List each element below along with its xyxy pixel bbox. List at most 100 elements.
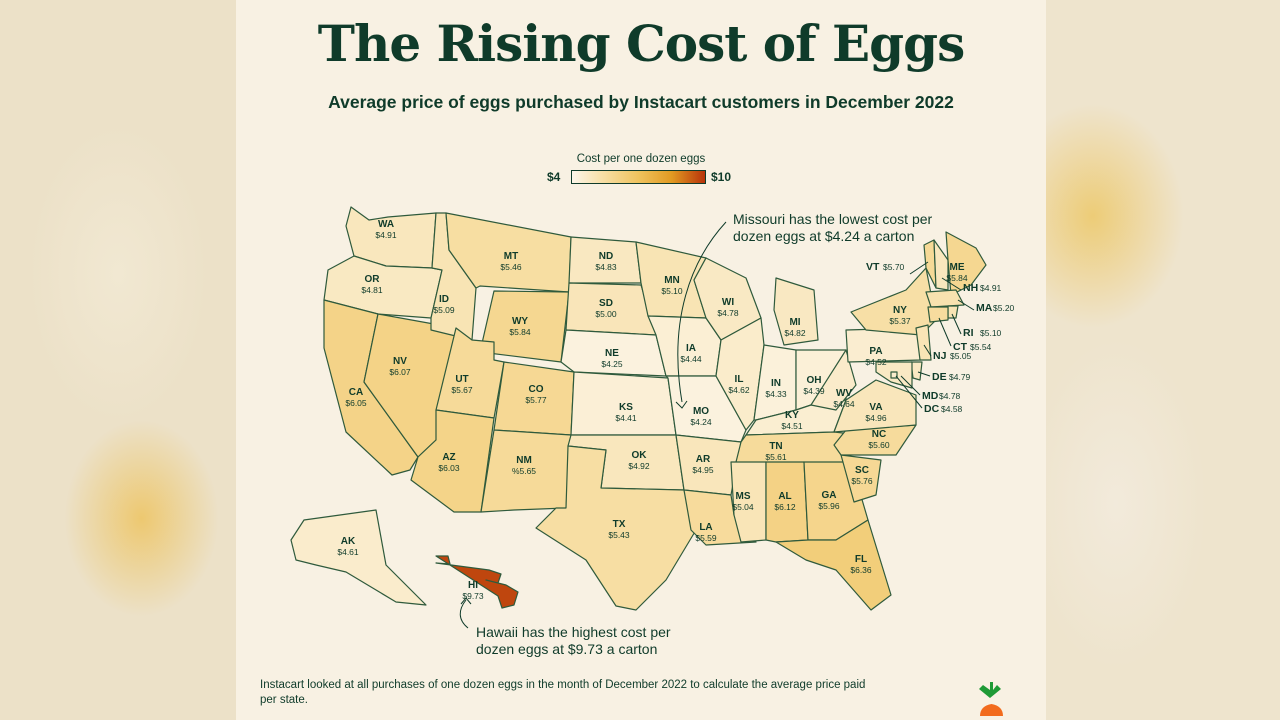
state-price-nm: %5.65 [512, 466, 536, 476]
leader-line-ma [957, 299, 975, 311]
state-abbr-mi: MI [789, 317, 800, 328]
state-abbr-ut: UT [455, 374, 468, 385]
leader-line-md [900, 375, 921, 396]
state-price-fl: $6.36 [850, 565, 872, 575]
state-abbr-ne: NE [605, 348, 619, 359]
page-title: The Rising Cost of Eggs [317, 14, 965, 73]
state-abbr-az: AZ [442, 452, 455, 463]
state-price-ar: $4.95 [692, 465, 714, 475]
state-abbr-mo: MO [693, 406, 709, 417]
state-abbr-ga: GA [822, 490, 837, 501]
state-shape-sc [840, 454, 882, 503]
state-shape-me [945, 231, 987, 296]
state-price-sc: $5.76 [851, 476, 873, 486]
state-price-co: $5.77 [525, 395, 547, 405]
state-shape-wv [810, 349, 857, 411]
arrowhead-missouri [675, 400, 688, 409]
state-abbr-tx: TX [613, 519, 626, 530]
leader-line-vt [909, 261, 929, 275]
state-abbr-ok: OK [632, 450, 648, 461]
leader-line-dc [895, 375, 923, 409]
instacart-carrot-logo [979, 682, 1003, 716]
state-price-wi: $4.78 [717, 308, 739, 318]
state-abbr-dc: DC [924, 403, 940, 415]
state-shape-ct [927, 306, 949, 323]
state-shape-tx [535, 445, 697, 611]
arrow-missouri [677, 221, 727, 403]
state-abbr-ct: CT [953, 341, 968, 353]
state-price-ky: $4.51 [781, 421, 803, 431]
state-abbr-sc: SC [855, 465, 869, 476]
state-price-va: $4.96 [865, 413, 887, 423]
state-abbr-de: DE [932, 371, 947, 383]
state-abbr-me: ME [950, 262, 965, 273]
state-abbr-il: IL [735, 374, 744, 385]
state-abbr-wy: WY [512, 316, 528, 327]
legend-title: Cost per one dozen eggs [576, 153, 706, 165]
state-labels: WA$4.91OR$4.81CA$6.05NV$6.07ID$5.09MT$5.… [337, 219, 1014, 601]
state-price-ut: $5.67 [451, 385, 473, 395]
state-abbr-wv: WV [836, 388, 852, 399]
state-price-nh: $4.91 [980, 283, 1002, 293]
state-abbr-hi: HI [468, 580, 478, 591]
state-price-ks: $4.41 [615, 413, 637, 423]
state-abbr-wi: WI [722, 297, 734, 308]
state-abbr-pa: PA [869, 346, 882, 357]
state-shape-ma [925, 289, 965, 308]
state-abbr-mt: MT [504, 251, 518, 262]
state-abbr-vt: VT [866, 261, 880, 273]
state-abbr-in: IN [771, 378, 781, 389]
state-abbr-tn: TN [769, 441, 782, 452]
state-price-la: $5.59 [695, 533, 717, 543]
state-price-az: $6.03 [438, 463, 460, 473]
state-price-ia: $4.44 [680, 354, 702, 364]
state-shape-nj [915, 324, 932, 361]
state-shape-ms [730, 461, 767, 543]
state-price-wy: $5.84 [509, 327, 531, 337]
state-price-ny: $5.37 [889, 316, 911, 326]
state-price-il: $4.62 [728, 385, 750, 395]
state-abbr-nd: ND [599, 251, 613, 262]
state-shape-va [833, 379, 917, 433]
state-abbr-nj: NJ [933, 350, 947, 362]
state-price-wv: $4.64 [833, 399, 855, 409]
state-price-ok: $4.92 [628, 461, 650, 471]
state-price-ga: $5.96 [818, 501, 840, 511]
state-abbr-ms: MS [736, 491, 751, 502]
state-price-ne: $4.25 [601, 359, 623, 369]
state-price-in: $4.33 [765, 389, 787, 399]
state-abbr-nm: NM [516, 455, 532, 466]
state-shape-ne [560, 329, 667, 377]
state-abbr-ak: AK [341, 536, 356, 547]
state-price-ak: $4.61 [337, 547, 359, 557]
state-abbr-ma: MA [976, 302, 993, 314]
state-price-nv: $6.07 [389, 367, 411, 377]
state-shape-dc [890, 371, 898, 379]
state-price-nd: $4.83 [595, 262, 617, 272]
state-abbr-or: OR [365, 274, 381, 285]
state-shapes [290, 206, 987, 611]
state-price-id: $5.09 [433, 305, 455, 315]
arrow-hawaii [459, 599, 469, 629]
leader-line-de [917, 371, 931, 377]
arrowhead-hawaii [460, 597, 472, 605]
state-price-tx: $5.43 [608, 530, 630, 540]
state-price-md: $4.78 [939, 391, 961, 401]
state-price-wa: $4.91 [375, 230, 397, 240]
state-abbr-al: AL [778, 491, 791, 502]
state-price-ct: $5.54 [970, 342, 992, 352]
state-abbr-fl: FL [855, 554, 867, 565]
state-abbr-ny: NY [893, 305, 907, 316]
annotation-lowest-cost: Missouri has the lowest cost per dozen e… [733, 211, 933, 244]
page-subtitle: Average price of eggs purchased by Insta… [328, 92, 954, 112]
state-shape-nm [480, 429, 572, 513]
state-shape-hi [435, 555, 519, 609]
state-abbr-sd: SD [599, 298, 613, 309]
state-abbr-ar: AR [696, 454, 711, 465]
state-abbr-wa: WA [378, 219, 394, 230]
leader-lines [459, 221, 975, 629]
state-price-me: $5.84 [946, 273, 968, 283]
state-price-ma: $5.20 [993, 303, 1015, 313]
us-state-map: WA$4.91OR$4.81CA$6.05NV$6.07ID$5.09MT$5.… [290, 206, 1015, 629]
state-shape-fl [775, 519, 892, 611]
